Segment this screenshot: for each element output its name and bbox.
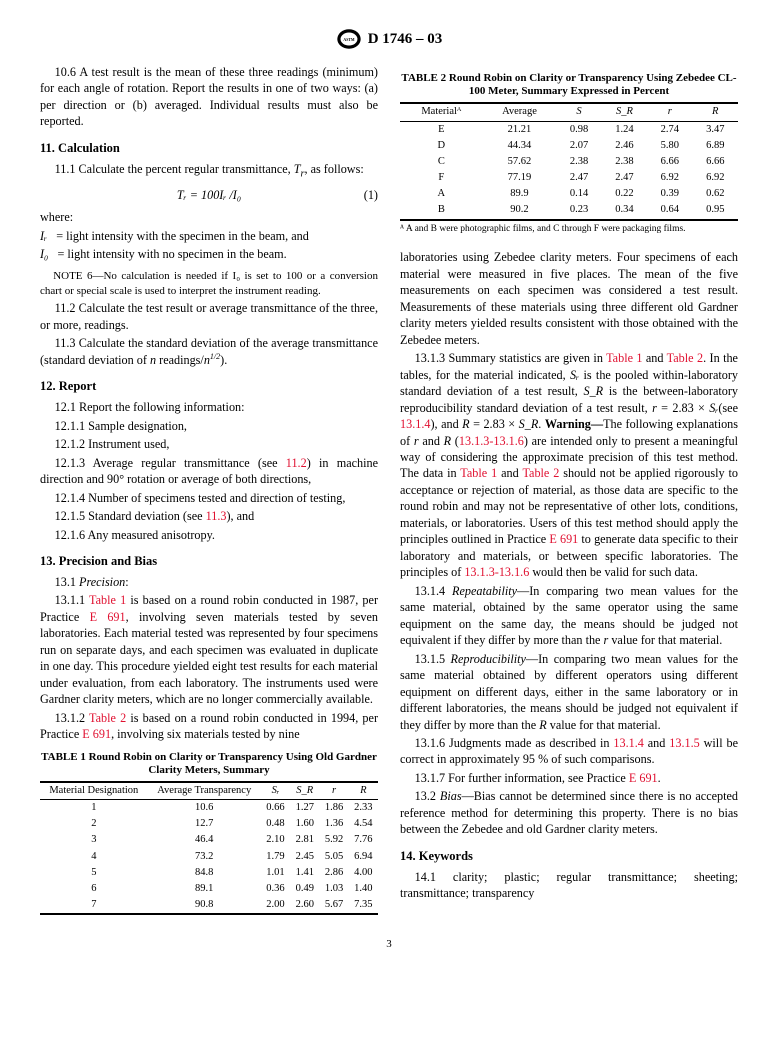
table-row: 110.60.661.271.862.33: [40, 800, 378, 817]
para-13-1-1: 13.1.1 Table 1 is based on a round robin…: [40, 592, 378, 707]
para-13-2: 13.2 Bias—Bias cannot be determined sinc…: [400, 788, 738, 837]
para-14-1: 14.1 clarity; plastic; regular transmitt…: [400, 869, 738, 902]
table-2: MaterialᴬAverage SS_R rR E21.210.981.242…: [400, 102, 738, 220]
table-row: E21.210.981.242.743.47: [400, 121, 738, 138]
table-2-block: TABLE 2 Round Robin on Clarity or Transp…: [400, 72, 738, 235]
svg-text:ASTM: ASTM: [343, 38, 355, 42]
table-2-title: TABLE 2 Round Robin on Clarity or Transp…: [400, 72, 738, 98]
para-13-1-5: 13.1.5 Reproducibility—In comparing two …: [400, 651, 738, 733]
table-1: Material DesignationAverage Transparency…: [40, 781, 378, 915]
para-12-1-5: 12.1.5 Standard deviation (see 11.3), an…: [40, 508, 378, 524]
table-row: C57.622.382.386.666.66: [400, 154, 738, 170]
where-ir: Iᵣ = light intensity with the specimen i…: [55, 228, 378, 244]
heading-11: 11. Calculation: [40, 140, 378, 157]
table-row: Material DesignationAverage Transparency…: [40, 782, 378, 800]
body-columns: 10.6 A test result is the mean of these …: [40, 64, 738, 917]
para-col2-cont: laboratories using Zebedee clarity meter…: [400, 249, 738, 348]
note-6: NOTE 6—No calculation is needed if I₀ is…: [40, 269, 378, 299]
table-row: A89.90.140.220.390.62: [400, 186, 738, 202]
table-row: 790.82.002.605.677.35: [40, 897, 378, 914]
para-12-1: 12.1 Report the following information:: [40, 399, 378, 415]
table-2-footnote: ᴬ A and B were photographic films, and C…: [400, 223, 738, 236]
para-12-1-3: 12.1.3 Average regular transmittance (se…: [40, 455, 378, 488]
table-row: F77.192.472.476.926.92: [400, 170, 738, 186]
para-13-1: 13.1 Precision:: [40, 574, 378, 590]
table-row: 689.10.360.491.031.40: [40, 881, 378, 897]
where-label: where:: [40, 209, 378, 225]
astm-logo: ASTM: [336, 28, 362, 50]
designation: D 1746 – 03: [368, 29, 443, 49]
heading-14: 14. Keywords: [400, 848, 738, 865]
para-11-1: 11.1 Calculate the percent regular trans…: [40, 161, 378, 181]
para-13-1-7: 13.1.7 For further information, see Prac…: [400, 770, 738, 786]
para-13-1-2: 13.1.2 Table 2 is based on a round robin…: [40, 710, 378, 743]
para-12-1-2: 12.1.2 Instrument used,: [40, 436, 378, 452]
para-13-1-3: 13.1.3 Summary statistics are given in T…: [400, 350, 738, 581]
page-number: 3: [40, 937, 738, 952]
heading-12: 12. Report: [40, 378, 378, 395]
para-11-2: 11.2 Calculate the test result or averag…: [40, 300, 378, 333]
para-12-1-6: 12.1.6 Any measured anisotropy.: [40, 527, 378, 543]
table-row: 346.42.102.815.927.76: [40, 832, 378, 848]
table-row: 212.70.481.601.364.54: [40, 816, 378, 832]
heading-13: 13. Precision and Bias: [40, 553, 378, 570]
table-1-title: TABLE 1 Round Robin on Clarity or Transp…: [40, 751, 378, 777]
table-row: B90.20.230.340.640.95: [400, 202, 738, 219]
para-12-1-4: 12.1.4 Number of specimens tested and di…: [40, 490, 378, 506]
table-1-block: TABLE 1 Round Robin on Clarity or Transp…: [40, 751, 378, 916]
table-row: 584.81.011.412.864.00: [40, 865, 378, 881]
para-13-1-6: 13.1.6 Judgments made as described in 13…: [400, 735, 738, 768]
para-13-1-4: 13.1.4 Repeatability—In comparing two me…: [400, 583, 738, 649]
table-row: MaterialᴬAverage SS_R rR: [400, 103, 738, 121]
para-11-3: 11.3 Calculate the standard deviation of…: [40, 335, 378, 368]
document-header: ASTM D 1746 – 03: [40, 28, 738, 50]
table-row: D44.342.072.465.806.89: [400, 138, 738, 154]
table-row: 473.21.792.455.056.94: [40, 849, 378, 865]
para-10-6: 10.6 A test result is the mean of these …: [40, 64, 378, 130]
where-io: I₀ = light intensity with no specimen in…: [55, 246, 378, 262]
equation-1: Tᵣ = 100Iᵣ /I₀(1): [40, 187, 378, 203]
para-12-1-1: 12.1.1 Sample designation,: [40, 418, 378, 434]
